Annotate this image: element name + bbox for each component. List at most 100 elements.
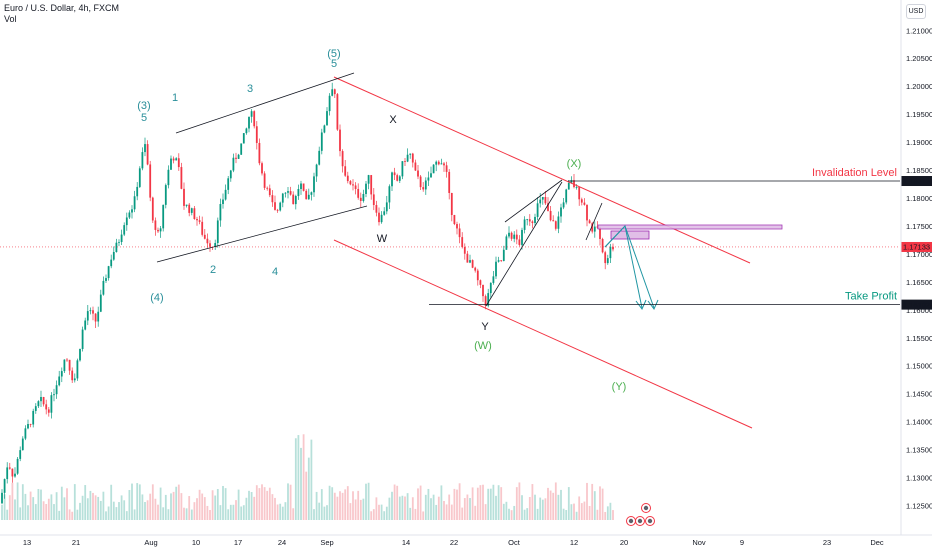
candle-body	[576, 187, 578, 188]
candle-body	[12, 469, 14, 477]
candle-body	[272, 195, 274, 202]
candle-body	[25, 428, 27, 438]
volume-bar	[173, 492, 175, 520]
volume-bar	[123, 500, 125, 520]
candle-body	[279, 203, 281, 211]
candle-body	[391, 172, 393, 186]
volume-bar	[461, 508, 463, 520]
candle-body	[194, 208, 196, 219]
volume-bar	[415, 509, 417, 520]
wave-label: 4	[272, 266, 278, 278]
volume-bar	[134, 509, 136, 520]
volume-bar	[537, 509, 539, 520]
volume-bar	[246, 498, 248, 520]
volume-bar	[360, 500, 362, 520]
candle-body	[339, 130, 341, 151]
candle-body	[381, 215, 383, 222]
candle-body	[602, 239, 604, 252]
candle-body	[422, 187, 424, 189]
candle-body	[220, 204, 222, 220]
volume-bar	[274, 498, 276, 520]
candle-body	[558, 216, 560, 228]
candle-body	[308, 195, 310, 199]
volume-bar	[121, 495, 123, 520]
candle-body	[243, 133, 245, 143]
volume-bar	[350, 503, 352, 520]
candle-body	[326, 111, 328, 125]
candle-body	[1, 493, 3, 503]
volume-bar	[506, 502, 508, 520]
wave-label: (W)	[474, 340, 492, 352]
volume-bar	[266, 491, 268, 520]
candle-body	[277, 210, 279, 211]
volume-bar	[103, 492, 105, 520]
volume-bar	[428, 489, 430, 520]
volume-bar	[9, 495, 11, 520]
volume-bar	[113, 502, 115, 520]
candle-body	[17, 459, 19, 474]
volume-bar	[207, 506, 209, 520]
volume-bar	[25, 494, 27, 520]
candle-body	[51, 395, 53, 413]
candle-body	[201, 222, 203, 235]
candle-body	[324, 125, 326, 132]
candle-body	[139, 168, 141, 187]
volume-bar	[524, 510, 526, 520]
candle-body	[173, 159, 175, 161]
volume-bar	[152, 484, 154, 520]
candle-body	[511, 233, 513, 239]
volume-bar	[313, 509, 315, 520]
candle-body	[32, 411, 34, 425]
candle-body	[521, 230, 523, 245]
candle-body	[144, 144, 146, 152]
candle-body	[82, 330, 84, 349]
volume-bar	[35, 504, 37, 520]
volume-bar	[272, 494, 274, 520]
candle-body	[9, 467, 11, 468]
candle-body	[316, 165, 318, 177]
volume-bar	[199, 490, 201, 520]
volume-bar	[48, 499, 50, 520]
price-tick-label: 1.13000	[906, 474, 932, 483]
candle-body	[300, 183, 302, 189]
volume-bar	[155, 499, 157, 520]
candle-body	[71, 371, 73, 381]
volume-bar	[191, 510, 193, 520]
time-tick-label: Aug	[144, 538, 157, 547]
candle-body	[428, 177, 430, 180]
volume-bar	[209, 510, 211, 520]
volume-bar	[45, 504, 47, 520]
volume-bar	[487, 489, 489, 520]
volume-bar	[513, 506, 515, 520]
candle-body	[451, 193, 453, 215]
volume-bar	[144, 502, 146, 520]
time-tick-label: 10	[192, 538, 200, 547]
price-tick-label: 1.19000	[906, 138, 932, 147]
volume-bar	[264, 487, 266, 520]
candle-body	[477, 271, 479, 281]
volume-bar	[61, 487, 63, 520]
candle-body	[334, 89, 336, 94]
candle-body	[542, 197, 544, 200]
volume-bar	[417, 488, 419, 520]
volume-bar	[308, 458, 310, 520]
wave-label: W	[377, 233, 388, 245]
volume-bar	[394, 485, 396, 520]
candle-body	[183, 189, 185, 206]
volume-bar	[490, 489, 492, 520]
candle-body	[396, 175, 398, 181]
volume-bar	[532, 484, 534, 520]
time-tick-label: 20	[620, 538, 628, 547]
volume-bar	[446, 504, 448, 520]
volume-bar	[474, 506, 476, 520]
candle-body	[160, 228, 162, 231]
volume-bar	[363, 499, 365, 520]
price-tick-label: 1.19500	[906, 110, 932, 119]
candle-body	[503, 250, 505, 261]
volume-bar	[285, 502, 287, 520]
volume-bar	[243, 505, 245, 520]
candle-body	[516, 235, 518, 240]
candle-body	[186, 205, 188, 206]
volume-bar	[256, 485, 258, 520]
